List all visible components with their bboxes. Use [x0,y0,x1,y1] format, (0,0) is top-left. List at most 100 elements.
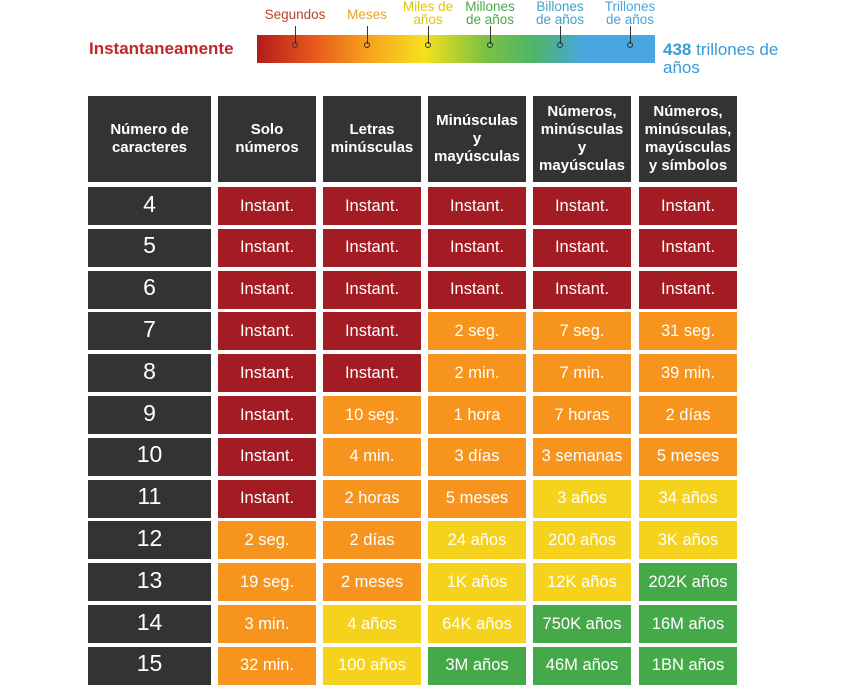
time-cell: 3 min. [218,605,316,643]
row-number: 13 [88,563,211,602]
time-cell: Instant. [639,228,737,267]
time-cell: Instant. [428,270,526,309]
legend-right-text: trillones de años [663,40,779,77]
time-cell: Instant. [218,270,316,309]
time-cell: Instant. [533,270,631,309]
time-cell: 24 años [428,521,526,560]
time-cell: 4 años [323,605,421,643]
time-cell: Instant. [639,270,737,309]
time-cell: 2 días [639,396,737,434]
legend-tick [559,26,561,44]
time-cell: 3 días [428,437,526,476]
time-cell: 64K años [428,605,526,643]
row-number: 6 [88,270,211,309]
legend-tick [489,26,491,44]
row-number: 4 [88,187,211,225]
row-number: 8 [88,354,211,393]
legend-bar [257,35,655,63]
legend-label: Miles de años [402,0,454,27]
row-number: 5 [88,228,211,267]
time-cell: 2 seg. [218,521,316,560]
time-cell: 202K años [639,563,737,602]
time-cell: Instant. [323,228,421,267]
time-cell: 4 min. [323,437,421,476]
row-number: 9 [88,396,211,434]
time-cell: Instant. [323,312,421,351]
time-cell: Instant. [428,187,526,225]
row-number: 14 [88,605,211,643]
time-cell: 2 horas [323,479,421,518]
time-cell: 2 días [323,521,421,560]
legend-left: Instantaneamente [89,39,234,58]
time-cell: 2 min. [428,354,526,393]
time-cell: 34 años [639,479,737,518]
row-number: 12 [88,521,211,560]
time-cell: Instant. [533,228,631,267]
time-cell: 7 min. [533,354,631,393]
time-cell: 3 años [533,479,631,518]
legend-tick [629,26,631,44]
time-cell: 3K años [639,521,737,560]
legend-label: Segundos [264,7,326,22]
time-cell: Instant. [218,479,316,518]
time-cell: Instant. [218,312,316,351]
time-cell: 5 meses [639,437,737,476]
time-cell: 2 seg. [428,312,526,351]
legend-label: Millones de años [465,0,515,27]
time-cell: 46M años [533,646,631,685]
legend-right-number: 438 [663,40,692,59]
legend-label: Meses [347,7,387,22]
legend-dot [627,42,633,48]
time-cell: Instant. [218,187,316,225]
time-cell: 7 horas [533,396,631,434]
time-cell: 32 min. [218,646,316,685]
time-cell: Instant. [533,187,631,225]
time-cell: 10 seg. [323,396,421,434]
time-cell: 16M años [639,605,737,643]
time-cell: 1 hora [428,396,526,434]
time-cell: 1BN años [639,646,737,685]
time-cell: 100 años [323,646,421,685]
header-cell: Números, minúsculas, mayúsculas y símbol… [639,96,737,182]
time-cell: 39 min. [639,354,737,393]
time-cell: Instant. [428,228,526,267]
time-cell: 200 años [533,521,631,560]
legend-tick [294,26,296,44]
legend-dot [364,42,370,48]
time-cell: 3M años [428,646,526,685]
time-cell: Instant. [323,354,421,393]
time-cell: Instant. [639,187,737,225]
time-cell: 1K años [428,563,526,602]
time-cell: 31 seg. [639,312,737,351]
row-number: 11 [88,479,211,518]
time-cell: 19 seg. [218,563,316,602]
time-cell: Instant. [218,396,316,434]
legend-dot [425,42,431,48]
legend-dot [487,42,493,48]
legend-tick [427,26,429,44]
legend-right: 438 trillones de años [663,41,793,77]
header-cell: Solo números [218,96,316,182]
header-cell: Número de caracteres [88,96,211,182]
legend-label: Trillones de años [604,0,656,27]
time-cell: 3 semanas [533,437,631,476]
time-cell: Instant. [218,437,316,476]
header-cell: Minúsculas y mayúsculas [428,96,526,182]
legend-tick [366,26,368,44]
legend-dot [292,42,298,48]
time-cell: 7 seg. [533,312,631,351]
time-cell: Instant. [323,270,421,309]
legend-label: Billones de años [535,0,585,27]
time-cell: Instant. [218,354,316,393]
time-cell: 5 meses [428,479,526,518]
row-number: 7 [88,312,211,351]
row-number: 15 [88,646,211,685]
legend-dot [557,42,563,48]
time-cell: 750K años [533,605,631,643]
time-cell: Instant. [218,228,316,267]
header-cell: Letras minúsculas [323,96,421,182]
time-cell: 12K años [533,563,631,602]
header-cell: Números, minúsculas y mayúsculas [533,96,631,182]
time-cell: 2 meses [323,563,421,602]
